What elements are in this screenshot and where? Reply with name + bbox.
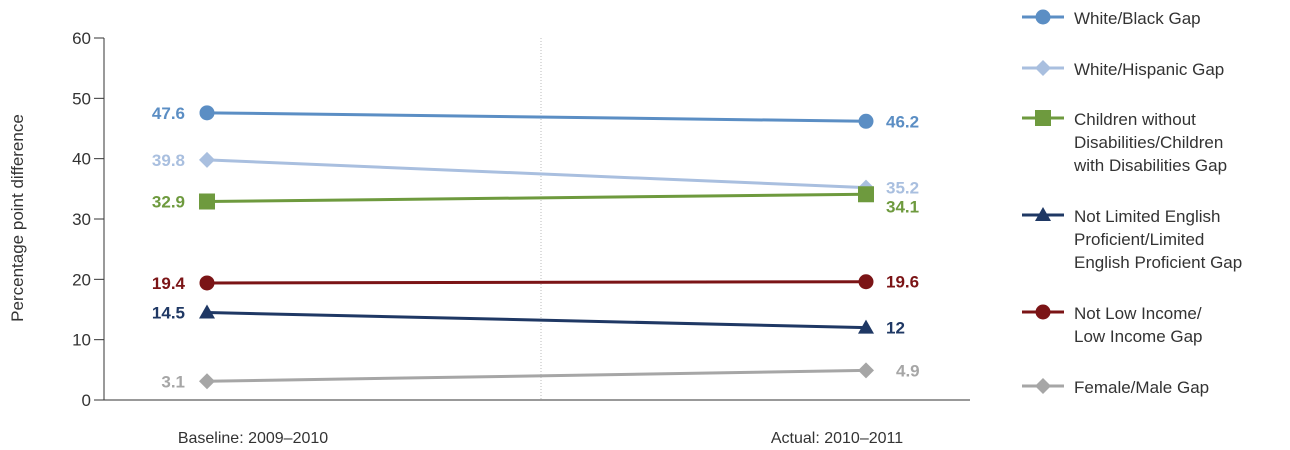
legend-item: Not Low Income/Low Income Gap: [1018, 302, 1279, 348]
circle-marker: [1035, 304, 1051, 320]
x-category-label: Baseline: 2009–2010: [178, 430, 328, 447]
axes: 0 10 20 30 40 50 60 Baseline: 2009–2010 Actual: …: [72, 29, 970, 447]
legend-item: Female/Male Gap: [1018, 376, 1279, 399]
data-label: 19.6: [886, 273, 919, 292]
legend-item: Not Limited English Proficient/Limited Eng…: [1018, 205, 1279, 274]
legend-label-line: Low Income Gap: [1074, 327, 1203, 346]
x-category-label: Actual: 2010–2011: [771, 430, 903, 447]
y-tick-label: 20: [72, 270, 91, 289]
legend-key: [1022, 110, 1064, 126]
series-lines: [206, 111, 867, 383]
square-marker: [1035, 110, 1051, 126]
legend-label-line: Disabilities/Children: [1074, 133, 1224, 152]
legend-label: White/Black Gap: [1074, 7, 1279, 30]
legend-label-line: Proficient/Limited: [1074, 230, 1205, 249]
circle-marker: [858, 113, 874, 129]
data-label: 39.8: [152, 151, 185, 170]
legend-label-line: English Proficient Gap: [1074, 253, 1243, 272]
legend-item: Children without Disabilities/Children wit…: [1018, 108, 1279, 177]
data-label: 32.9: [152, 193, 185, 212]
legend-key: [1022, 9, 1064, 25]
y-tick-label: 40: [72, 150, 91, 169]
data-label: 14.5: [152, 304, 185, 323]
data-label: 19.4: [152, 274, 186, 293]
legend-label: Female/Male Gap: [1074, 376, 1279, 399]
y-tick-label: 50: [72, 89, 91, 108]
legend-label: Not Limited English Proficient/Limited Eng…: [1074, 205, 1279, 274]
y-tick-label: 30: [72, 210, 91, 229]
data-label: 12: [886, 319, 905, 338]
diamond-marker: [199, 151, 215, 168]
square-marker: [199, 193, 215, 210]
diamond-marker: [858, 362, 874, 379]
y-axis-title: Percentage point difference: [8, 114, 27, 322]
triangle-marker: [199, 304, 215, 319]
data-label: 3.1: [161, 372, 185, 391]
circle-marker: [858, 274, 874, 290]
legend-label-line: White/Black Gap: [1074, 9, 1201, 28]
triangle-marker: [858, 319, 874, 334]
legend-label: White/Hispanic Gap: [1074, 58, 1279, 81]
data-label: 46.2: [886, 112, 919, 131]
legend-label: Not Low Income/Low Income Gap: [1074, 302, 1279, 348]
triangle-marker: [1035, 207, 1051, 221]
series-line: [206, 192, 867, 204]
legend-label-line: Children without: [1074, 110, 1196, 129]
data-label: 34.1: [886, 197, 919, 216]
legend-label-line: Not Low Income/: [1074, 304, 1202, 323]
data-labels: 47.6 46.2 39.8 35.2 32.9 34.1 14.5 12 19.4 19.6 3.…: [152, 104, 920, 391]
circle-marker: [199, 105, 215, 121]
data-label: 35.2: [886, 179, 919, 198]
series-line: [206, 280, 867, 285]
legend-item: White/Hispanic Gap: [1018, 58, 1279, 81]
series-line: [206, 158, 867, 190]
y-tick-label: 0: [82, 391, 91, 410]
y-tick-label: 10: [72, 331, 91, 350]
legend-label-line: White/Hispanic Gap: [1074, 60, 1225, 79]
legend-key: [1022, 207, 1064, 221]
series-markers: [199, 105, 874, 390]
legend-label-line: Female/Male Gap: [1074, 378, 1210, 397]
line-chart: 0 10 20 30 40 50 60 Baseline: 2009–2010 Actual: …: [8, 29, 970, 447]
legend-label-line: with Disabilities Gap: [1074, 156, 1228, 175]
data-label: 47.6: [152, 104, 185, 123]
circle-marker: [1035, 9, 1051, 25]
legend-label: Children without Disabilities/Children wit…: [1074, 108, 1279, 177]
series-line: [206, 111, 867, 123]
series-line: [206, 311, 867, 330]
y-tick-label: 60: [72, 29, 91, 48]
legend-item: White/Black Gap: [1018, 7, 1279, 30]
diamond-marker: [199, 373, 215, 390]
series-line: [206, 368, 867, 383]
legend-label-line: Not Limited English: [1074, 207, 1221, 226]
circle-marker: [199, 275, 215, 291]
square-marker: [858, 186, 874, 203]
data-label: 4.9: [896, 361, 920, 380]
legend-key: [1022, 60, 1064, 76]
diamond-marker: [1035, 60, 1051, 76]
diamond-marker: [1035, 378, 1051, 394]
legend-key: [1022, 304, 1064, 320]
legend-key: [1022, 378, 1064, 394]
